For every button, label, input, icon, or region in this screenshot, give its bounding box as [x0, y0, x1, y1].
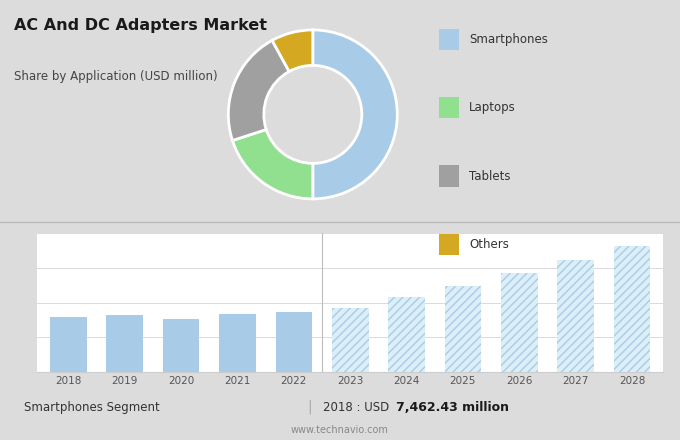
Text: 7,462.43 million: 7,462.43 million — [396, 400, 509, 414]
Text: Share by Application (USD million): Share by Application (USD million) — [14, 70, 217, 84]
Bar — [332, 308, 369, 372]
Text: AC And DC Adapters Market: AC And DC Adapters Market — [14, 18, 267, 33]
Bar — [332, 308, 369, 372]
Text: Laptops: Laptops — [469, 101, 516, 114]
Bar — [50, 317, 87, 372]
Text: www.technavio.com: www.technavio.com — [291, 425, 389, 435]
Bar — [558, 260, 594, 372]
Bar — [558, 260, 594, 372]
Bar — [501, 273, 538, 372]
Bar — [613, 246, 650, 372]
Bar — [275, 312, 312, 372]
Text: Others: Others — [469, 238, 509, 251]
Text: Smartphones Segment: Smartphones Segment — [24, 400, 160, 414]
Bar — [388, 297, 425, 372]
Bar — [388, 297, 425, 372]
Bar — [445, 286, 481, 372]
Bar — [163, 319, 199, 372]
Bar — [107, 315, 143, 372]
Wedge shape — [313, 30, 397, 199]
Bar — [219, 314, 256, 372]
Text: Smartphones: Smartphones — [469, 33, 548, 46]
Wedge shape — [272, 30, 313, 71]
Bar — [501, 273, 538, 372]
Bar — [613, 246, 650, 372]
Text: Tablets: Tablets — [469, 169, 511, 183]
Wedge shape — [233, 129, 313, 199]
Text: |: | — [307, 400, 311, 414]
Text: 2018 : USD: 2018 : USD — [323, 400, 393, 414]
Bar — [445, 286, 481, 372]
Wedge shape — [228, 40, 289, 140]
